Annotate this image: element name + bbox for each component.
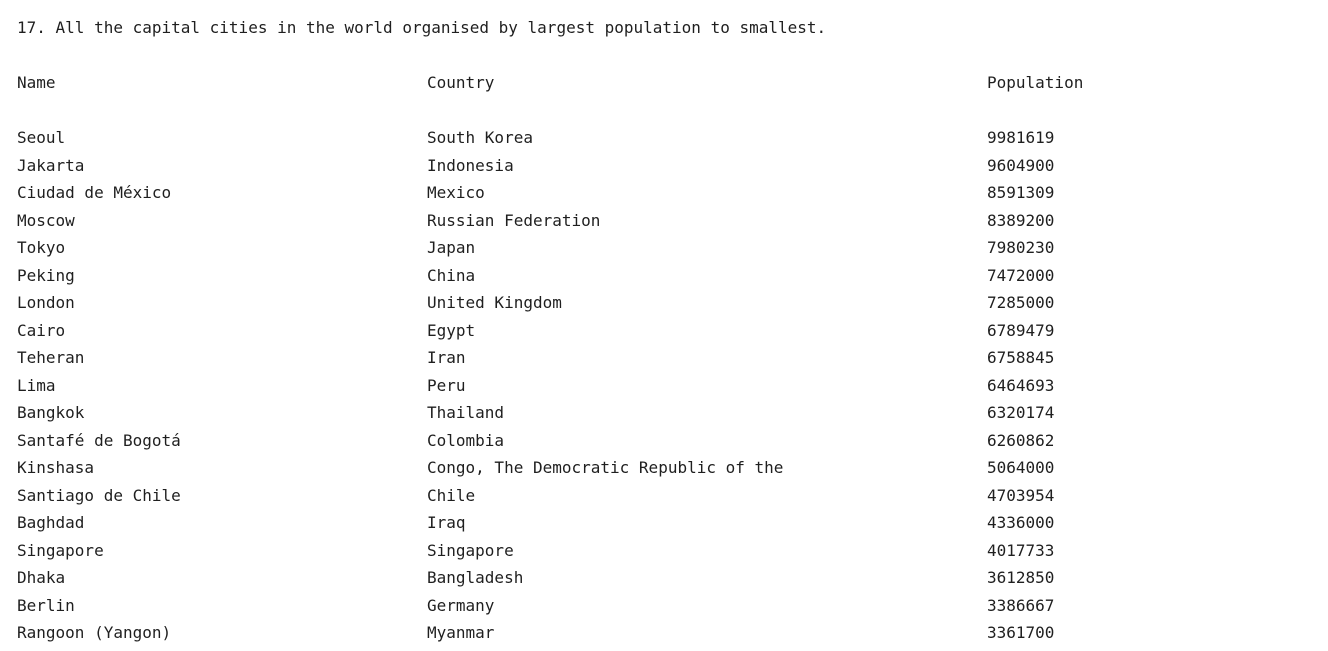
cell-population: 3612850	[987, 568, 1055, 587]
table-row: Singapore Singapore 4017733	[17, 541, 1317, 569]
cell-population: 7472000	[987, 265, 1055, 285]
cell-name: Bangkok	[17, 403, 85, 422]
header-name: Name	[17, 73, 56, 92]
cell-population: 3361700	[987, 623, 1055, 642]
table-row: Jakarta Indonesia 9604900	[17, 156, 1317, 184]
table-row: Seoul South Korea 9981619	[17, 128, 1317, 156]
cell-country: Egypt	[427, 320, 476, 340]
cell-country: Japan	[427, 238, 476, 257]
cell-country: China	[427, 265, 476, 285]
cell-country: Iraq	[427, 513, 466, 532]
cell-country: Russian Federation	[427, 210, 601, 230]
cell-name: Cairo	[17, 320, 66, 340]
cell-name: Berlin	[17, 595, 75, 615]
table-row: Teheran Iran 6758845	[17, 348, 1317, 376]
cell-country: Congo, The Democratic Republic of the	[427, 458, 784, 477]
header-population: Population	[987, 73, 1084, 92]
cell-country: Germany	[427, 595, 495, 615]
cell-country: South Korea	[427, 128, 533, 147]
cell-country: Mexico	[427, 183, 485, 202]
cell-population: 6758845	[987, 348, 1055, 367]
table-row: Santafé de Bogotá Colombia 6260862	[17, 431, 1317, 459]
cell-population: 9981619	[987, 128, 1055, 147]
cell-name: Rangoon (Yangon)	[17, 623, 172, 642]
cell-name: Tokyo	[17, 238, 66, 257]
cell-name: Baghdad	[17, 513, 85, 532]
cell-country: United Kingdom	[427, 293, 562, 312]
cell-country: Bangladesh	[427, 568, 524, 587]
table-row: Lima Peru 6464693	[17, 376, 1317, 404]
cell-name: Peking	[17, 265, 75, 285]
cell-name: Singapore	[17, 540, 104, 560]
cell-country: Chile	[427, 485, 476, 505]
table-row: Ciudad de México Mexico 8591309	[17, 183, 1317, 211]
cell-country: Thailand	[427, 403, 505, 422]
table-body: Seoul South Korea 9981619 Jakarta Indonesia 9…	[17, 128, 1317, 651]
cell-country: Myanmar	[427, 623, 495, 642]
cell-population: 3386667	[987, 595, 1055, 615]
table-row: Tokyo Japan 7980230	[17, 238, 1317, 266]
table-row: Berlin Germany 3386667	[17, 596, 1317, 624]
cell-population: 6320174	[987, 403, 1055, 422]
cell-name: Dhaka	[17, 568, 66, 587]
table-row: Dhaka Bangladesh 3612850	[17, 568, 1317, 596]
cell-name: Jakarta	[17, 155, 85, 175]
cell-population: 8591309	[987, 183, 1055, 202]
cell-name: Teheran	[17, 348, 85, 367]
table-row: Cairo Egypt 6789479	[17, 321, 1317, 349]
table-row: Kinshasa Congo, The Democratic Republic o…	[17, 458, 1317, 486]
table-row: Peking China 7472000	[17, 266, 1317, 294]
cell-population: 6789479	[987, 320, 1055, 340]
table-row: Baghdad Iraq 4336000	[17, 513, 1317, 541]
report-title: 17. All the capital cities in the world …	[17, 18, 827, 37]
cell-population: 4336000	[987, 513, 1055, 532]
cell-population: 5064000	[987, 458, 1055, 477]
cell-name: Ciudad de México	[17, 183, 172, 202]
table-row: Santiago de Chile Chile 4703954	[17, 486, 1317, 514]
cell-name: Santafé de Bogotá	[17, 430, 181, 450]
cell-name: Lima	[17, 375, 56, 395]
cell-name: Santiago de Chile	[17, 485, 181, 505]
cell-name: Seoul	[17, 128, 66, 147]
table-row: Bangkok Thailand 6320174	[17, 403, 1317, 431]
cell-name: London	[17, 293, 75, 312]
cell-population: 7980230	[987, 238, 1055, 257]
cell-name: Moscow	[17, 210, 75, 230]
cell-country: Iran	[427, 348, 466, 367]
cell-country: Peru	[427, 375, 466, 395]
cell-country: Indonesia	[427, 155, 514, 175]
cell-population: 6260862	[987, 430, 1055, 450]
table-header-row: Name Country Population	[17, 73, 1317, 93]
cell-population: 7285000	[987, 293, 1055, 312]
table-row: London United Kingdom 7285000	[17, 293, 1317, 321]
cell-population: 9604900	[987, 155, 1055, 175]
cell-population: 8389200	[987, 210, 1055, 230]
cell-country: Singapore	[427, 540, 514, 560]
cell-population: 6464693	[987, 375, 1055, 395]
header-country: Country	[427, 73, 495, 92]
cell-population: 4703954	[987, 485, 1055, 505]
table-row: Rangoon (Yangon) Myanmar 3361700	[17, 623, 1317, 651]
cell-country: Colombia	[427, 430, 505, 450]
table-row: Moscow Russian Federation 8389200	[17, 211, 1317, 239]
cell-name: Kinshasa	[17, 458, 95, 477]
console-output: 17. All the capital cities in the world …	[17, 0, 1317, 646]
cell-population: 4017733	[987, 540, 1055, 560]
